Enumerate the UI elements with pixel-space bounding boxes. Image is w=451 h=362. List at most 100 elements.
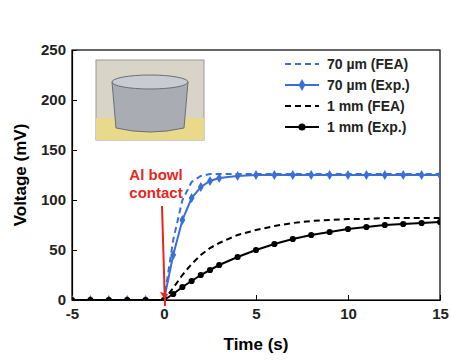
series-marker: [179, 284, 185, 290]
plot-area: [72, 170, 440, 300]
series-marker: [170, 250, 176, 260]
x-tick: -5: [66, 295, 79, 322]
series-line: [72, 175, 440, 300]
x-axis-line: [73, 300, 441, 301]
legend: 70 µm (FEA) 70 µm (Exp.) 1 mm (FEA) 1 mm (E…: [285, 56, 410, 135]
legend-label: 1 mm (Exp.): [327, 119, 406, 135]
series-marker: [143, 295, 149, 300]
y-tick-label: 0: [58, 291, 66, 308]
x-tick-label: 15: [432, 305, 449, 322]
series-marker: [308, 170, 314, 180]
series-marker: [72, 297, 75, 300]
series-marker: [400, 170, 406, 180]
y-axis: 0 50 100 150 200 250: [41, 41, 77, 308]
y-tick: 0: [58, 291, 77, 308]
series-marker: [198, 182, 204, 192]
y-tick-mark: [72, 100, 77, 101]
y-tick-label: 100: [41, 191, 66, 208]
legend-marker: [298, 123, 305, 130]
series-marker: [290, 170, 296, 180]
series-marker: [106, 295, 112, 300]
series-marker: [253, 247, 259, 253]
series-marker: [179, 215, 185, 225]
series-marker: [124, 297, 130, 300]
series-marker: [189, 193, 195, 203]
x-axis: -5 0 5 10 15: [66, 295, 449, 322]
legend-label: 1 mm (FEA): [327, 98, 405, 114]
x-axis-title: Time (s): [224, 335, 289, 354]
x-tick: 10: [340, 295, 357, 322]
series-marker: [198, 272, 204, 278]
series-marker: [363, 224, 369, 230]
y-tick-label: 150: [41, 141, 66, 158]
series-marker: [216, 173, 222, 183]
legend-swatch: [285, 63, 319, 65]
inset-photo: [96, 60, 204, 140]
y-tick-label: 200: [41, 91, 66, 108]
x-tick-label: 10: [340, 305, 357, 322]
series-marker: [143, 297, 149, 300]
series-marker: [419, 220, 425, 226]
x-tick-mark: [348, 295, 349, 300]
series-marker: [437, 170, 440, 180]
annotation-line: contact: [129, 184, 182, 201]
series-marker: [235, 254, 241, 260]
series-marker: [437, 219, 440, 225]
x-tick-mark: [256, 295, 257, 300]
legend-marker: [299, 79, 306, 91]
series-marker: [106, 297, 112, 300]
series-marker: [382, 222, 388, 228]
series-marker: [327, 229, 333, 235]
series-marker: [87, 295, 93, 300]
y-tick: 150: [41, 141, 77, 158]
legend-label: 70 µm (Exp.): [327, 77, 410, 93]
x-tick-mark: [440, 295, 441, 300]
series-marker: [419, 170, 425, 180]
y-tick: 250: [41, 41, 77, 58]
y-tick: 200: [41, 91, 77, 108]
series-marker: [290, 236, 296, 242]
y-axis-line: [72, 51, 73, 301]
annotation-line: Al bowl: [129, 166, 182, 183]
annotation-arrowhead: [160, 292, 168, 300]
annotation-arrow: [162, 206, 165, 306]
series-marker: [207, 176, 213, 186]
legend-swatch: [285, 105, 319, 107]
y-axis-title: Voltage (mV): [11, 124, 30, 227]
legend-label: 70 µm (FEA): [327, 56, 408, 72]
x-tick: 15: [432, 295, 449, 322]
series-marker: [72, 295, 75, 300]
series-marker: [253, 170, 259, 180]
series-line: [72, 222, 440, 300]
series-marker: [271, 241, 277, 247]
series-marker: [189, 278, 195, 284]
series-marker: [327, 170, 333, 180]
series-marker: [271, 170, 277, 180]
x-tick-label: -5: [66, 305, 79, 322]
series-marker: [363, 170, 369, 180]
y-tick-mark: [72, 50, 77, 51]
plot-frame: [72, 50, 440, 300]
y-tick-mark: [72, 300, 77, 301]
series-marker: [400, 221, 406, 227]
series-marker: [345, 226, 351, 232]
y-tick-mark: [72, 250, 77, 251]
y-tick: 50: [49, 241, 77, 258]
series-marker: [87, 297, 93, 300]
series-line: [72, 218, 440, 300]
y-tick-label: 250: [41, 41, 66, 58]
series-marker: [235, 171, 241, 181]
y-tick-label: 50: [49, 241, 66, 258]
x-tick-label: 5: [252, 305, 260, 322]
y-tick-mark: [72, 150, 77, 151]
series-marker: [170, 291, 176, 297]
y-tick: 100: [41, 191, 77, 208]
y-tick-mark: [72, 200, 77, 201]
series-marker: [216, 262, 222, 268]
series-marker: [345, 170, 351, 180]
series-marker: [207, 267, 213, 273]
annotation-text: Al bowlcontact: [129, 166, 182, 201]
chart: -5051015050100150200250Time (s)Voltage (…: [0, 0, 451, 362]
x-tick-label: 0: [160, 305, 168, 322]
series-line: [72, 174, 440, 300]
